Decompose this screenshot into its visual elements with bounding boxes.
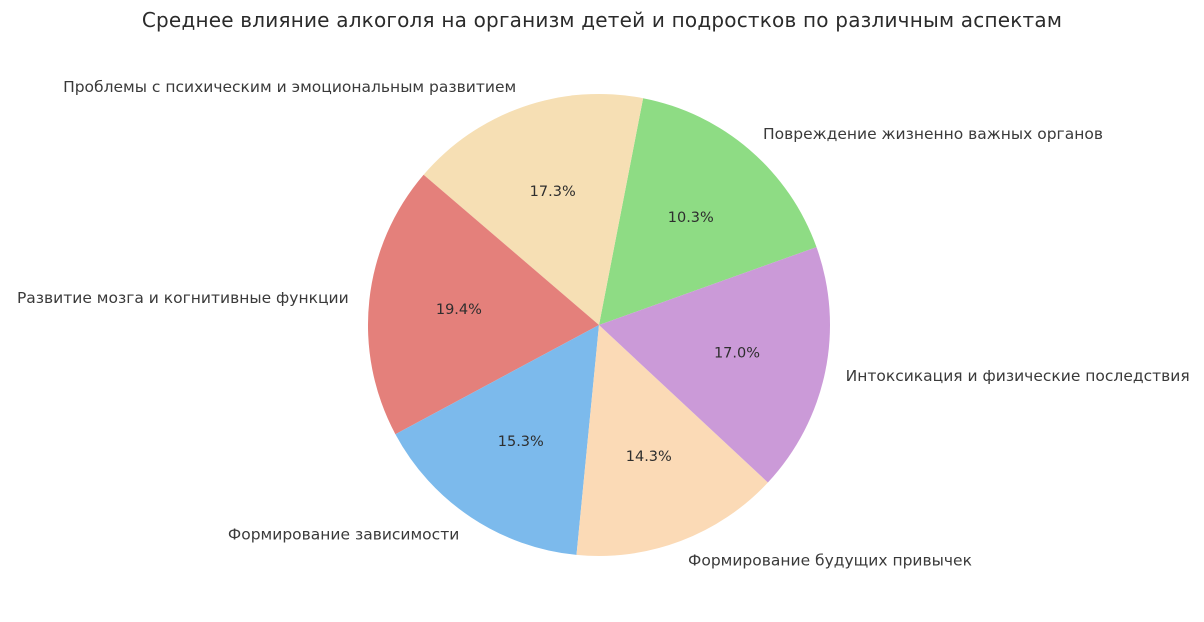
pie-slice-label: Проблемы с психическим и эмоциональным р… (63, 78, 516, 96)
pie-slice (423, 93, 644, 326)
pie-slice-label: Повреждение жизненно важных органов (763, 125, 1103, 143)
pie-slice-label: Формирование будущих привычек (688, 552, 972, 570)
pie-slice-label: Формирование зависимости (228, 526, 459, 544)
pie-slice-percent: 14.3% (626, 449, 672, 465)
pie-slice (599, 98, 817, 325)
pie-slice (395, 325, 599, 555)
pie-slice (367, 174, 599, 435)
pie-slice-label: Интоксикация и физические последствия (846, 367, 1190, 385)
pie-slice (576, 325, 768, 556)
pie-slice (599, 247, 830, 483)
pie-slice-percent: 17.3% (530, 184, 576, 200)
pie-slice-label: Развитие мозга и когнитивные функции (17, 289, 349, 307)
pie-slice-percent: 17.0% (714, 346, 760, 362)
pie-slice-percent: 10.3% (668, 210, 714, 226)
chart-title: Среднее влияние алкоголя на организм дет… (141, 8, 1063, 32)
pie-slice-percent: 15.3% (498, 434, 544, 450)
pie-slice-percent: 19.4% (436, 302, 482, 318)
